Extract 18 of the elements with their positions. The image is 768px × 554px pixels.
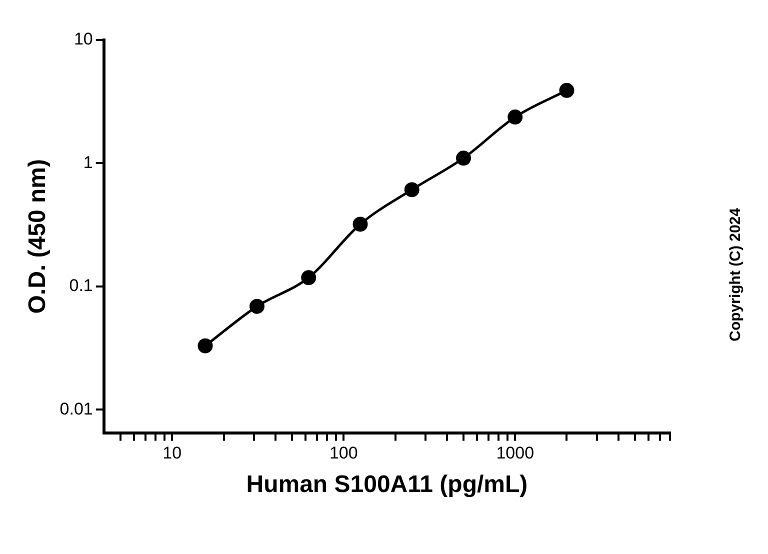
point: [404, 182, 420, 198]
x-tick-label: 10: [162, 444, 182, 463]
point: [456, 150, 471, 166]
y-axis-title: O.D. (450 nm): [24, 159, 52, 314]
point: [508, 110, 523, 125]
x-axis-title: Human S100A11 (pg/mL): [246, 471, 528, 498]
point: [559, 82, 574, 98]
point: [301, 270, 316, 286]
x-tick-label: 100: [329, 444, 358, 463]
point: [352, 216, 368, 232]
y-tick-label: 0.1: [69, 276, 93, 296]
y-tick-label: 0.01: [60, 399, 93, 418]
text: Copyright (C) 2024: [726, 208, 744, 342]
point: [249, 298, 264, 314]
x-tick-label: 1000: [496, 444, 534, 463]
point: [198, 338, 213, 354]
y-tick-label: 1: [83, 152, 93, 172]
y-tick-label: 10: [74, 30, 93, 49]
